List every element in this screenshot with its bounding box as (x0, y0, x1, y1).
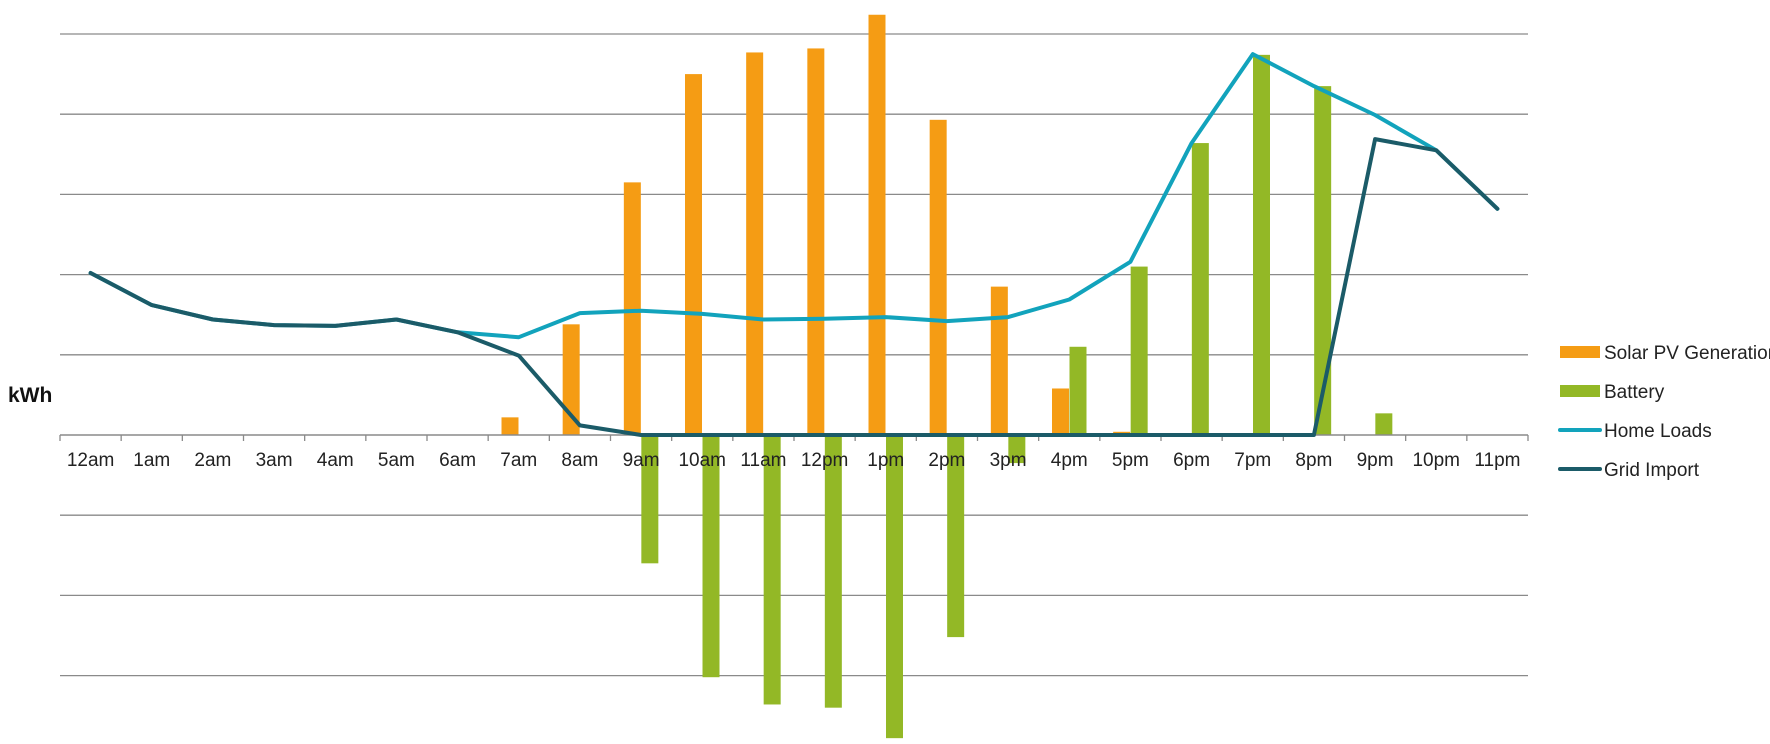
x-tick-label: 6am (439, 450, 476, 471)
x-tick-label: 1am (133, 450, 170, 471)
legend: Solar PV Generation Battery Home Loads Grid… (1558, 343, 1770, 481)
bar-battery-9am (641, 435, 659, 564)
x-tick-label: 11am (740, 450, 786, 471)
x-tick-label: 7am (500, 450, 537, 471)
x-tick-label: 4am (317, 450, 354, 471)
bar-solar-pv-generation-12pm (807, 48, 825, 435)
x-tick-label: 8am (561, 450, 598, 471)
bar-marks (501, 14, 1393, 739)
bar-battery-5pm (1130, 266, 1148, 435)
x-tick-label: 10am (678, 450, 726, 471)
legend-label-home-loads: Home Loads (1604, 421, 1712, 442)
x-tick-label: 12am (67, 450, 115, 471)
legend-label-battery: Battery (1604, 382, 1665, 403)
legend-label-grid-import: Grid Import (1604, 460, 1700, 481)
bar-solar-pv-generation-3pm (990, 286, 1008, 435)
line-home-loads (88, 52, 1500, 340)
x-tick-label: 10pm (1412, 450, 1460, 471)
legend-swatch-battery (1560, 385, 1600, 397)
bar-solar-pv-generation-11am (746, 52, 764, 436)
bar-battery-1pm (886, 435, 903, 739)
x-tick-label: 3pm (990, 450, 1027, 471)
x-tick-label: 4pm (1051, 450, 1088, 471)
bar-battery-10am (702, 435, 720, 678)
x-tick-label: 2pm (928, 450, 965, 471)
bar-solar-pv-generation-2pm (929, 119, 947, 436)
gridlines (60, 33, 1528, 677)
line-grid-import (88, 137, 1500, 437)
bar-battery-7pm (1253, 54, 1270, 436)
x-tick-label: 2am (194, 450, 231, 471)
x-tick-label: 6pm (1173, 450, 1210, 471)
x-tick-label: 9pm (1357, 450, 1394, 471)
bar-battery-11am (763, 435, 781, 705)
x-tick-label: 1pm (867, 450, 904, 471)
x-tick-label: 3am (256, 450, 293, 471)
x-tick-label: 11pm (1474, 450, 1520, 471)
legend-label-solar-pv-generation: Solar PV Generation (1604, 343, 1770, 364)
x-tick-label: 5pm (1112, 450, 1149, 471)
bar-solar-pv-generation-7am (501, 417, 519, 435)
bar-solar-pv-generation-10am (685, 74, 702, 435)
y-axis-label: kWh (8, 384, 52, 407)
bar-battery-8pm (1314, 86, 1332, 435)
x-tick-label: 9am (623, 450, 660, 471)
bar-battery-3pm (1008, 435, 1026, 464)
bar-battery-12pm (824, 435, 842, 708)
bar-battery-6pm (1191, 143, 1209, 435)
x-tick-labels: 12am 1am 2am 3am 4am 5am 6am 7am 8am 9am 10am 11am 1… (67, 450, 1521, 471)
x-tick-label: 8pm (1295, 450, 1332, 471)
bar-solar-pv-generation-9am (623, 182, 641, 435)
bar-solar-pv-generation-1pm (868, 14, 886, 435)
line-marks (88, 52, 1500, 437)
x-tick-label: 7pm (1234, 450, 1271, 471)
bar-battery-9pm (1375, 413, 1393, 435)
bar-battery-2pm (947, 435, 965, 638)
bar-solar-pv-generation-4pm (1052, 388, 1069, 435)
x-tick-label: 12pm (801, 450, 849, 471)
bar-battery-4pm (1069, 346, 1087, 435)
legend-swatch-solar-pv-generation (1560, 346, 1600, 358)
bar-solar-pv-generation-8am (562, 324, 580, 435)
x-tick-label: 5am (378, 450, 415, 471)
